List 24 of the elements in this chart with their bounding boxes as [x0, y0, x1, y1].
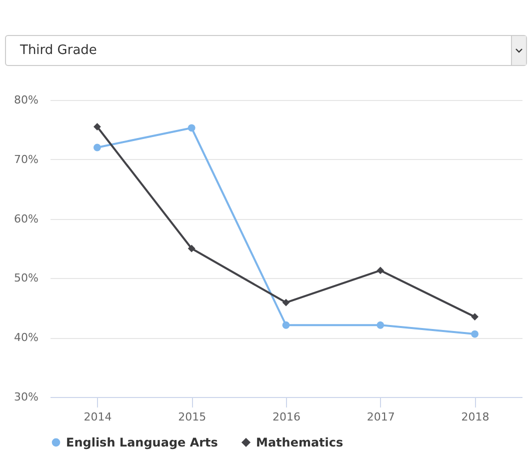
point [376, 266, 384, 274]
x-tick-label: 2017 [366, 410, 395, 424]
x-tick-label: 2016 [272, 410, 300, 424]
point [93, 144, 101, 152]
point [471, 330, 479, 338]
legend-label: English Language Arts [66, 435, 218, 450]
x-tick-label: 2015 [178, 410, 206, 424]
point [471, 313, 479, 321]
point [282, 321, 290, 329]
point [188, 244, 196, 252]
y-tick-label: 40% [14, 331, 38, 344]
dropdown: Third Grade [5, 35, 527, 66]
point [93, 123, 101, 130]
y-tick-label: 30% [14, 390, 38, 404]
y-tick-label: 80% [14, 94, 38, 106]
y-tick-label: 70% [14, 152, 38, 166]
legend-label: Mathematics [256, 435, 344, 450]
point [282, 298, 290, 306]
y-tick-label: 60% [14, 212, 38, 226]
point [376, 321, 384, 329]
y-tick-label: 50% [14, 272, 38, 285]
x-tick-label: 2018 [461, 410, 490, 424]
point [188, 124, 196, 132]
x-tick-label: 2014 [84, 410, 112, 424]
